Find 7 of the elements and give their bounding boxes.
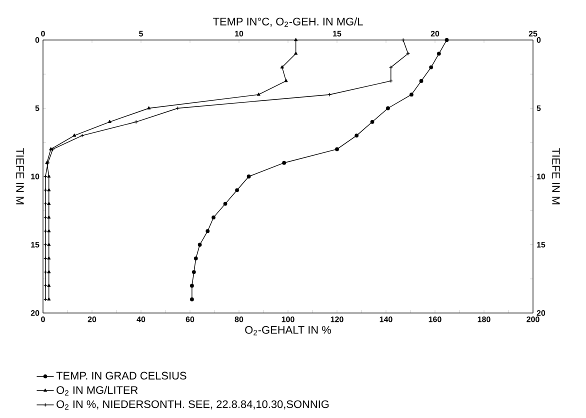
y2-axis-title: TIEFE IN M [552,148,560,204]
x-axis-title: O$_{2}$-GEHALT IN % [245,326,331,336]
legend-label: O$_{2}$ IN MG/LITER [56,386,138,396]
y-axis-title: TIEFE IN M [16,148,24,204]
legend-label: O$_{2}$ IN %, NIEDERSONTH. SEE, 22.8.84,10.30,SONNIG [56,400,329,410]
legend-label: TEMP. IN GRAD CELSIUS [56,372,186,380]
x2-axis-title: TEMP IN°C, O$_{2}$-GEH. IN MG/L [213,17,363,27]
